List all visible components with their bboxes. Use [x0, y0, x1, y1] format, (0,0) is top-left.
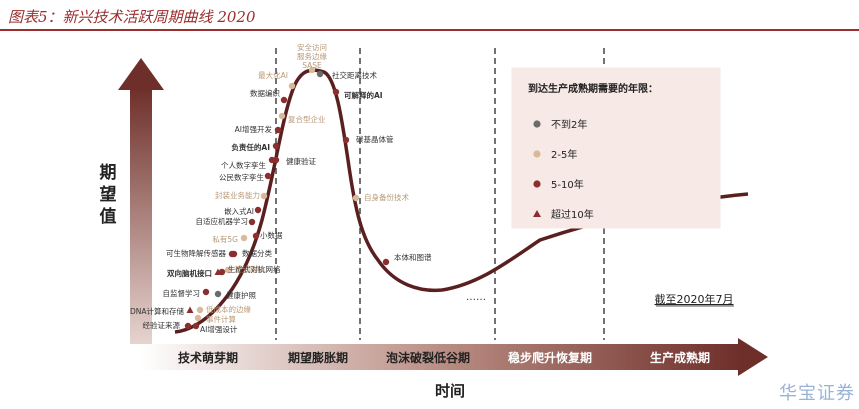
tech-label: 自适应机器学习	[196, 216, 249, 226]
x-axis-arrow	[140, 338, 768, 376]
tech-label: 可生物降解传感器	[166, 248, 226, 258]
tech-marker-dot	[202, 288, 210, 296]
tech-marker-dot	[218, 268, 226, 276]
tech-label: AI增强开发	[235, 124, 273, 134]
hype-curve	[174, 68, 749, 334]
legend-marker-dot	[533, 120, 541, 128]
legend-item-label: 2-5年	[551, 148, 577, 161]
legend-marker-dot	[533, 180, 541, 188]
tech-marker-dot	[308, 66, 316, 74]
tech-label: 健康验证	[286, 156, 316, 166]
tech-marker-dot	[224, 266, 232, 274]
tech-label: 私有5G	[212, 234, 238, 244]
tech-marker-dot	[248, 218, 256, 226]
tech-marker-dot	[214, 290, 222, 298]
tech-marker-dot	[260, 192, 268, 200]
tech-marker-dot	[230, 250, 238, 258]
tech-label: 嵌入式AI	[224, 206, 254, 216]
tech-marker-dot	[278, 112, 286, 120]
tech-label: 封装业务能力	[215, 190, 260, 200]
tech-marker-dot	[254, 206, 262, 214]
tech-label: 本体和图谱	[394, 252, 432, 262]
tech-marker-dot	[274, 126, 282, 134]
tech-marker-dot	[240, 234, 248, 242]
tech-label: 数据分类	[242, 248, 272, 258]
tech-marker-dot	[192, 322, 200, 330]
x-axis-label: 时间	[435, 382, 465, 400]
tech-marker-dot	[184, 322, 192, 330]
tech-label: 碳基晶体管	[356, 134, 394, 144]
tech-label: DNA计算和存储	[130, 306, 185, 316]
tech-marker-dot	[196, 306, 204, 314]
phase-label: 技术萌芽期	[178, 350, 238, 365]
tech-label: 最大化AI	[258, 70, 288, 80]
legend-marker-dot	[533, 150, 541, 158]
tech-marker-dot	[252, 232, 260, 240]
y-axis-label: 期望值	[100, 163, 117, 227]
tech-label: 健康护照	[226, 290, 256, 300]
tech-label: 负责任的AI	[231, 142, 270, 152]
cutoff-note: 截至2020年7月	[655, 292, 734, 307]
legend-marker-triangle	[533, 210, 541, 217]
title-underline	[0, 29, 859, 31]
legend-title: 到达生产成熟期需要的年限：	[528, 82, 658, 95]
ellipsis: ……	[466, 292, 486, 303]
tech-label: 小数据	[260, 230, 283, 240]
tech-label: 自身备份技术	[364, 192, 409, 202]
phase-label: 生产成熟期	[650, 350, 710, 365]
tech-marker-triangle	[186, 306, 194, 313]
tech-marker-dot	[280, 96, 288, 104]
tech-label: AI增强设计	[200, 324, 238, 334]
tech-label: 安全访问服务边缘 SASE	[297, 42, 327, 70]
tech-marker-dot	[352, 194, 360, 202]
tech-label: 个人数字孪生	[221, 160, 266, 170]
figure-title: 图表5：新兴技术活跃周期曲线 2020	[8, 8, 256, 26]
y-axis-arrow	[118, 58, 164, 344]
tech-label: 社交距离技术	[332, 70, 377, 80]
tech-marker-dot	[342, 136, 350, 144]
tech-label: 可解释的AI	[344, 90, 383, 100]
tech-label: 自监督学习	[163, 288, 201, 298]
tech-label: 生成式对抗网络	[228, 264, 281, 274]
tech-label: 复合型企业	[288, 114, 326, 124]
tech-label: 双向脑机接口	[167, 268, 212, 278]
tech-marker-dot	[272, 142, 280, 150]
tech-marker-dot	[316, 70, 324, 78]
tech-marker-dot	[194, 314, 202, 322]
tech-label: 事件计算	[206, 314, 236, 324]
legend-item-label: 5-10年	[551, 178, 584, 191]
tech-label: 经验证来源	[143, 320, 181, 330]
watermark: 华宝证券	[779, 383, 855, 404]
phase-labels: 技术萌芽期 期望膨胀期 泡沫破裂低谷期 稳步爬升恢复期 生产成熟期	[178, 350, 710, 365]
tech-marker-dot	[272, 156, 280, 164]
tech-label: 差分隐私	[234, 264, 264, 274]
phase-label: 期望膨胀期	[288, 350, 348, 365]
phase-label: 稳步爬升恢复期	[508, 350, 592, 365]
tech-marker-dot	[288, 82, 296, 90]
phase-label: 泡沫破裂低谷期	[386, 350, 470, 365]
tech-label: 数据编织	[250, 88, 280, 98]
legend-box	[511, 67, 721, 229]
legend-item-label: 超过10年	[551, 208, 594, 221]
legend-item-label: 不到2年	[551, 118, 587, 131]
tech-label: 公民数字孪生	[219, 172, 264, 182]
tech-marker-dot	[264, 172, 272, 180]
tech-marker-dot	[382, 258, 390, 266]
tech-marker-dot	[332, 88, 340, 96]
cutoff-note-text: 截至2020年7月	[655, 292, 734, 306]
figure-header: 图表5：新兴技术活跃周期曲线 2020	[0, 0, 859, 31]
tech-label: 低成本的边缘	[206, 304, 251, 314]
